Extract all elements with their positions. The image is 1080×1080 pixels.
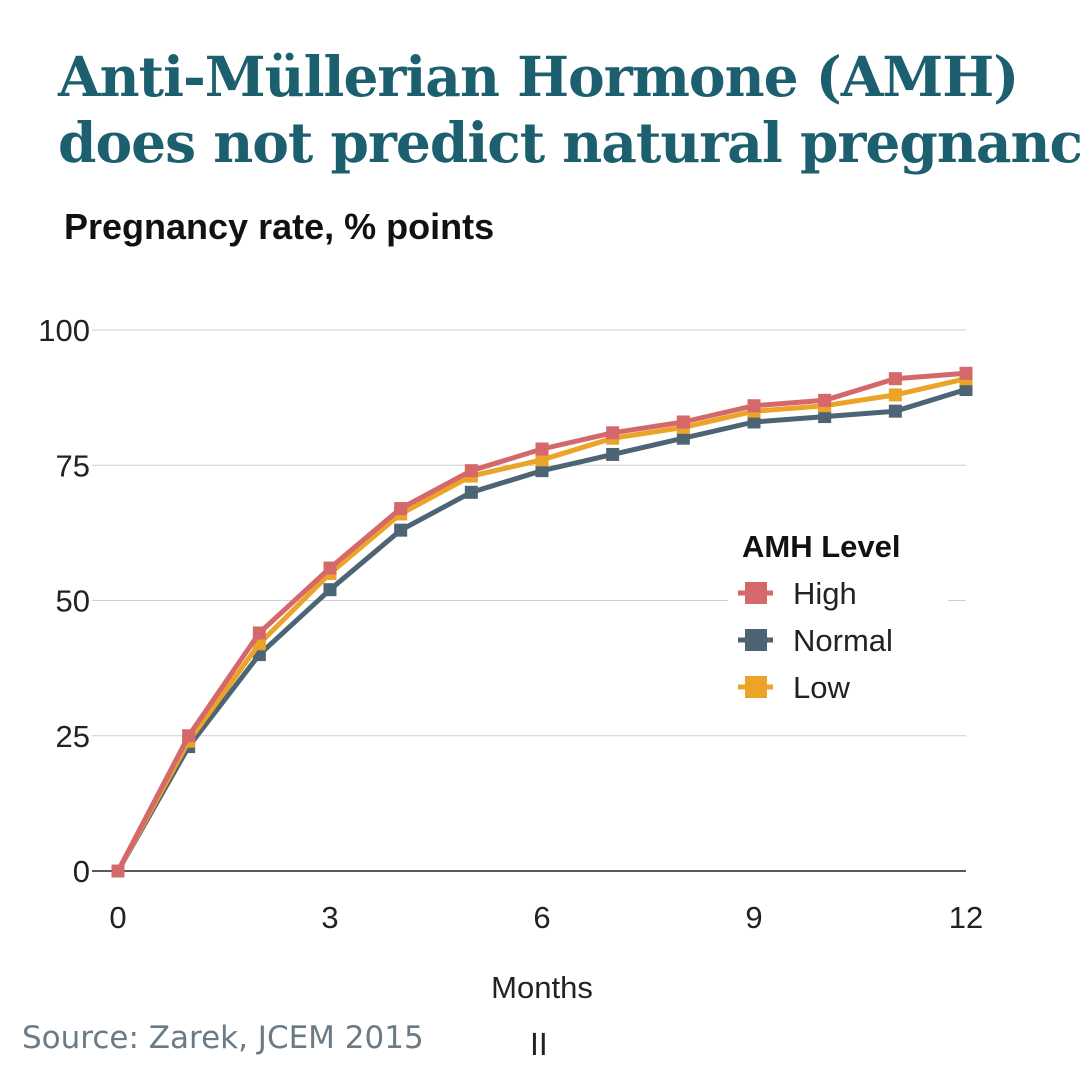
point-normal-3 [323, 583, 337, 597]
logo-mark: II [530, 1028, 548, 1063]
y-tick-label: 25 [56, 719, 90, 754]
legend-label-high: High [793, 576, 857, 611]
x-tick-label: 6 [533, 900, 550, 935]
point-normal-5 [464, 485, 478, 499]
x-tick-label: 12 [949, 900, 983, 935]
point-low-6 [535, 453, 549, 467]
point-high-7 [606, 426, 620, 440]
point-high-6 [535, 442, 549, 456]
point-high-8 [676, 415, 690, 429]
y-axis-label: Pregnancy rate, % points [64, 206, 495, 247]
point-normal-12 [959, 383, 973, 397]
source-note: Source: Zarek, JCEM 2015 [22, 1020, 424, 1056]
point-high-9 [747, 399, 761, 413]
point-high-12 [959, 366, 973, 380]
title-line-1: Anti-Müllerian Hormone (AMH) [58, 44, 1019, 109]
legend-label-normal: Normal [793, 623, 893, 658]
legend-marker-high [745, 582, 767, 604]
point-normal-8 [676, 431, 690, 445]
x-tick-label: 3 [321, 900, 338, 935]
point-normal-9 [747, 415, 761, 429]
legend-marker-low [745, 676, 767, 698]
point-normal-6 [535, 464, 549, 478]
x-axis-title: Months [491, 970, 593, 1005]
point-high-3 [323, 561, 337, 575]
chart-title: Anti-Müllerian Hormone (AMH) does not pr… [58, 44, 1080, 176]
point-high-10 [818, 393, 832, 407]
legend-label-low: Low [793, 670, 850, 705]
y-tick-label: 50 [56, 584, 90, 619]
point-high-11 [888, 372, 902, 386]
y-tick-label: 0 [73, 854, 90, 889]
x-tick-label: 9 [745, 900, 762, 935]
point-normal-10 [818, 410, 832, 424]
legend-marker-normal [745, 629, 767, 651]
point-high-2 [252, 626, 266, 640]
legend-title: AMH Level [742, 529, 900, 564]
point-high-5 [464, 464, 478, 478]
point-high-0 [111, 864, 125, 878]
y-tick-label: 75 [56, 448, 90, 483]
x-tick-label: 0 [109, 900, 126, 935]
title-line-2: does not predict natural pregnancy. [58, 110, 1080, 175]
y-tick-label: 100 [38, 313, 90, 348]
point-normal-7 [606, 447, 620, 461]
point-high-1 [182, 729, 196, 743]
point-high-4 [394, 502, 408, 516]
point-normal-11 [888, 404, 902, 418]
point-normal-4 [394, 523, 408, 537]
point-low-11 [888, 388, 902, 402]
